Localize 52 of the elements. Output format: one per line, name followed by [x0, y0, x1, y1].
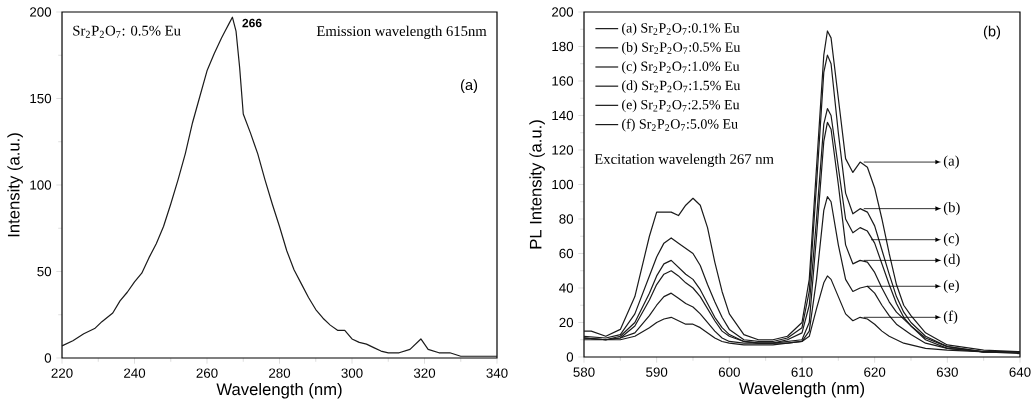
annotation: (c): [943, 233, 959, 247]
x-tick-label: 260: [196, 368, 218, 378]
y-tick-label: 180: [552, 41, 574, 52]
annotation: Excitation wavelength 267 nm: [594, 153, 774, 167]
y-tick-label: 0: [566, 352, 574, 362]
legend-label: (b) Sr$_{2}$P$_{2}$O$_{7}$:0.5% Eu: [622, 41, 741, 55]
y-tick-label: 200: [552, 7, 574, 17]
annotation: Emission wavelength 615nm: [316, 25, 487, 40]
annotation: (f): [943, 310, 958, 325]
y-tick-label: 20: [559, 317, 574, 328]
annotation: 266: [242, 18, 262, 28]
y-tick-label: 150: [30, 93, 52, 104]
legend-label: (a) Sr$_{2}$P$_{2}$O$_{7}$:0.1% Eu: [622, 22, 740, 36]
legend-label: (c) Sr$_{2}$P$_{2}$O$_{7}$:1.0% Eu: [622, 61, 740, 74]
y-tick-label: 0: [44, 353, 52, 363]
x-tick-label: 600: [718, 367, 740, 377]
y-tick-label: 100: [552, 179, 574, 190]
y-tick-label: 160: [552, 76, 574, 86]
annotation: (d): [943, 253, 960, 268]
x-tick-label: 610: [791, 367, 813, 377]
annotation: (a): [943, 155, 959, 169]
x-tick-label: 220: [51, 368, 73, 378]
y-tick-label: 100: [30, 180, 52, 190]
x-tick-label: 640: [1009, 367, 1031, 377]
annotation: Sr$_{2}$P$_{2}$O$_{7}$: 0.5% Eu: [73, 25, 181, 38]
annotation: (b): [943, 202, 960, 216]
x-tick-label: 320: [413, 368, 436, 378]
x-axis-title: Wavelength (nm): [738, 381, 865, 398]
y-tick-label: 140: [552, 110, 574, 121]
y-axis-title: Intensity (a.u.): [7, 133, 23, 237]
legend-label: (e) Sr$_{2}$P$_{2}$O$_{7}$:2.5% Eu: [622, 99, 740, 113]
legend-label: (f) Sr$_{2}$P$_{2}$O$_{7}$:5.0% Eu: [622, 118, 738, 132]
x-axis-title: Wavelength (nm): [216, 382, 342, 399]
y-tick-label: 200: [30, 7, 52, 17]
x-tick-label: 280: [269, 368, 291, 378]
x-tick-label: 340: [486, 368, 508, 378]
x-tick-label: 300: [341, 368, 363, 378]
annotation: (b): [983, 25, 1001, 40]
x-tick-label: 630: [936, 367, 958, 377]
y-tick-label: 60: [559, 248, 574, 259]
y-tick-label: 80: [559, 214, 574, 224]
x-tick-label: 580: [573, 367, 595, 377]
annotation: (a): [460, 79, 478, 93]
legend-label: (d) Sr$_{2}$P$_{2}$O$_{7}$:1.5% Eu: [622, 80, 741, 93]
y-axis-title: PL Intensity (a.u.): [529, 120, 545, 249]
x-tick-label: 590: [646, 367, 668, 377]
annotation: (e): [943, 279, 959, 293]
x-tick-label: 620: [864, 367, 886, 377]
y-tick-label: 120: [552, 145, 574, 155]
y-tick-label: 40: [559, 283, 574, 293]
x-tick-label: 240: [124, 368, 146, 378]
y-tick-label: 50: [37, 266, 52, 277]
